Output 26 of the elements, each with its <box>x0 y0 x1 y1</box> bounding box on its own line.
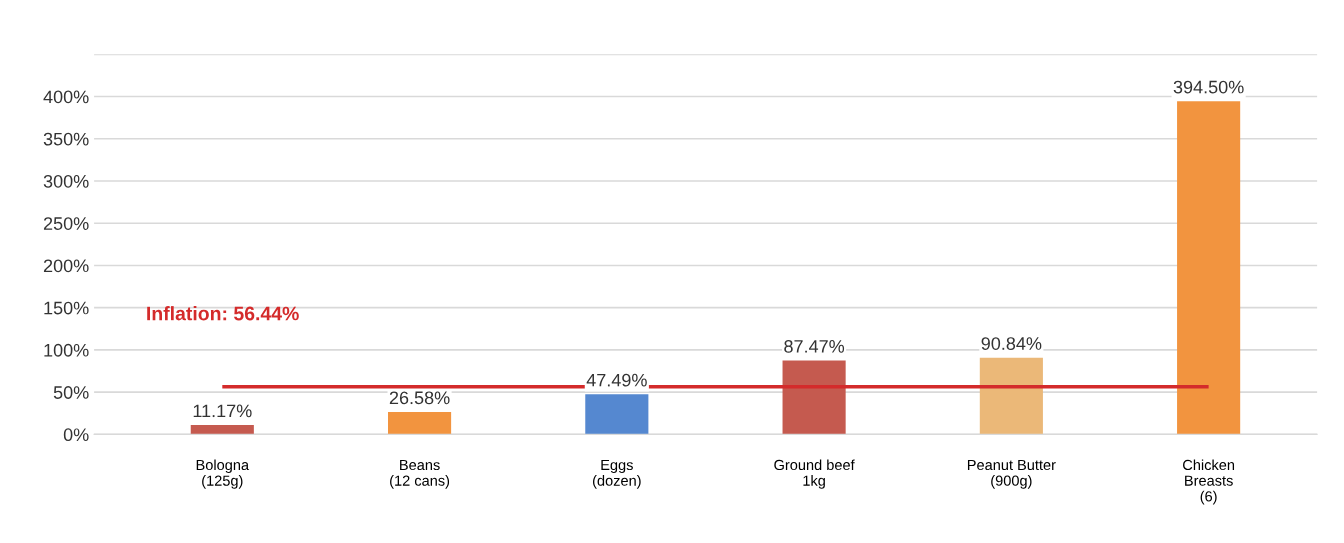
y-tick-label: 150% <box>44 301 89 315</box>
bar <box>1177 101 1241 435</box>
x-tick-label: Beans (12 cans) <box>390 459 450 489</box>
data-label: 11.17% <box>193 404 252 418</box>
data-label: 87.47% <box>784 340 845 353</box>
data-label: 26.58% <box>389 391 450 405</box>
data-label: 394.50% <box>1173 80 1244 94</box>
bar <box>388 411 452 435</box>
bar <box>979 357 1043 435</box>
x-tick-label: Bologna (125g) <box>196 459 250 489</box>
y-tick-label: 350% <box>43 132 89 146</box>
y-tick-label: 250% <box>43 217 89 230</box>
ref-line-label: Inflation: 56.44% <box>147 306 299 321</box>
bar <box>782 360 846 435</box>
data-label: 47.49% <box>586 373 647 387</box>
y-tick-label: 50% <box>53 386 89 399</box>
x-tick-label: Ground beef 1kg <box>774 459 855 489</box>
y-tick-label: 100% <box>44 343 89 357</box>
x-tick-label: Eggs (dozen) <box>593 459 641 489</box>
y-tick-label: 400% <box>43 90 89 104</box>
x-tick-label: Peanut Butter (900g) <box>967 459 1056 489</box>
data-label: 90.84% <box>981 337 1042 350</box>
y-tick-label: 200% <box>43 259 89 273</box>
x-tick-label: Chicken Breasts (6) <box>1183 459 1235 505</box>
y-tick-label: 0% <box>63 428 89 442</box>
y-tick-label: 300% <box>43 174 89 188</box>
